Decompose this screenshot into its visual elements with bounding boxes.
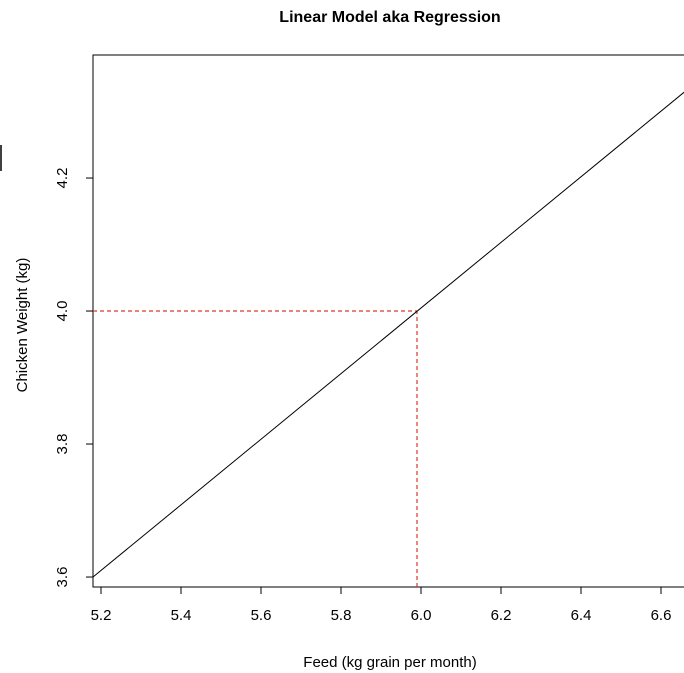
x-tick-label: 5.4	[171, 607, 192, 624]
regression-line	[92, 91, 684, 578]
x-tick-label: 5.8	[331, 607, 352, 624]
x-tick-label: 5.6	[251, 607, 272, 624]
x-axis-label: Feed (kg grain per month)	[303, 654, 476, 671]
x-tick-label: 6.4	[571, 607, 592, 624]
y-tick-label: 3.6	[54, 567, 71, 588]
series-group	[92, 91, 684, 578]
chart-title: Linear Model aka Regression	[279, 9, 500, 26]
x-tick-label: 6.6	[651, 607, 672, 624]
x-tick-label: 6.0	[411, 607, 432, 624]
y-axis: 3.6 3.8 4.0 4.2	[54, 168, 93, 588]
x-tick-label: 5.2	[91, 607, 112, 624]
y-tick-label: 4.0	[54, 301, 71, 322]
reference-lines	[93, 310, 418, 587]
x-axis: 5.2 5.4 5.6 5.8 6.0 6.2 6.4 6.6	[91, 587, 672, 624]
y-tick-label: 3.8	[54, 434, 71, 455]
y-axis-label: Chicken Weight (kg)	[14, 258, 31, 393]
x-tick-label: 6.2	[491, 607, 512, 624]
y-tick-label: 4.2	[54, 168, 71, 189]
plot-frame	[92, 54, 684, 588]
